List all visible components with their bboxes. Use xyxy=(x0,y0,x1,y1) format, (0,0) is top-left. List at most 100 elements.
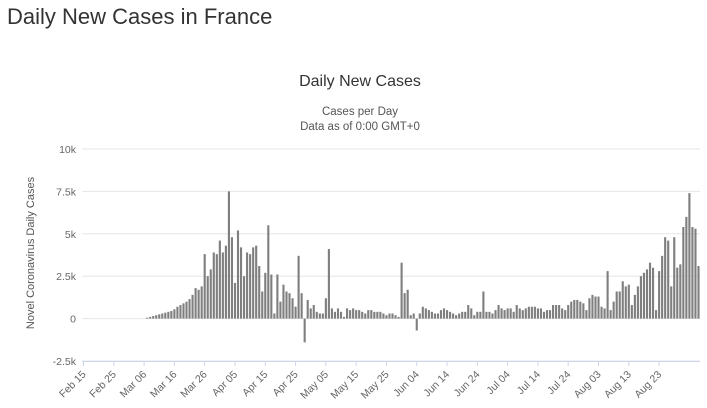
bar xyxy=(621,281,624,319)
page-title: Daily New Cases in France xyxy=(7,4,273,29)
bar xyxy=(294,306,297,319)
bar xyxy=(373,311,376,319)
bar xyxy=(542,311,546,319)
bar xyxy=(170,310,173,319)
bar xyxy=(152,316,155,319)
bar xyxy=(352,308,355,319)
bar xyxy=(633,294,636,319)
x-tick-label: Mar 26 xyxy=(178,369,210,401)
bar xyxy=(406,289,409,319)
bar xyxy=(664,237,667,319)
bar xyxy=(676,267,679,319)
bar xyxy=(227,191,230,319)
y-tick-label: -2.5k xyxy=(53,356,77,368)
bar xyxy=(609,310,612,319)
bar xyxy=(624,286,627,319)
bar xyxy=(297,255,300,319)
bar xyxy=(339,311,343,319)
bar xyxy=(415,318,418,331)
bar xyxy=(358,310,361,319)
bar xyxy=(524,308,527,319)
x-tick-label: Jul 04 xyxy=(484,369,512,397)
bar xyxy=(324,298,327,319)
bar xyxy=(548,310,552,319)
bar xyxy=(291,298,294,319)
y-tick-label: 5k xyxy=(65,229,77,241)
bar xyxy=(533,306,536,319)
bar xyxy=(452,313,455,319)
bar xyxy=(285,291,288,319)
x-tick-label: Jun 14 xyxy=(421,369,452,400)
chart-subtitle-line-2: Data as of 0:00 GMT+0 xyxy=(300,121,420,133)
bar xyxy=(639,276,642,319)
chart-subtitle-line-1: Cases per Day xyxy=(322,106,398,118)
bar xyxy=(627,284,630,319)
x-tick-label: Mar 16 xyxy=(148,369,180,401)
bar xyxy=(146,317,149,319)
y-tick-label: 7.5k xyxy=(56,186,77,198)
bar xyxy=(433,313,436,319)
bar xyxy=(400,262,403,319)
bar xyxy=(688,193,691,319)
bar xyxy=(161,313,164,319)
bar xyxy=(648,262,652,319)
bar xyxy=(491,313,494,319)
bar xyxy=(212,252,215,319)
bar xyxy=(606,271,609,319)
bar xyxy=(570,301,573,319)
bar xyxy=(439,310,443,319)
bar xyxy=(494,310,497,319)
bar xyxy=(661,255,664,319)
bar xyxy=(449,311,452,319)
bar xyxy=(673,237,676,319)
bar xyxy=(518,308,521,319)
bar xyxy=(464,311,467,319)
bar xyxy=(597,296,600,319)
y-tick-label: 0 xyxy=(70,314,76,326)
x-tick-label: Feb 25 xyxy=(87,369,119,401)
bar xyxy=(236,230,240,319)
bar xyxy=(470,308,473,319)
bar xyxy=(173,309,176,319)
bar xyxy=(185,301,188,319)
x-tick-label: Jul 24 xyxy=(545,369,573,397)
bar xyxy=(197,289,200,319)
x-tick-label: Jun 24 xyxy=(452,369,483,400)
bar xyxy=(218,240,221,319)
bar xyxy=(488,311,491,319)
x-tick-label: Apr 15 xyxy=(240,369,270,399)
bar xyxy=(497,305,500,319)
bar xyxy=(506,308,509,319)
bar xyxy=(442,308,446,319)
bar-layer xyxy=(146,191,700,343)
bar xyxy=(200,286,203,319)
bar xyxy=(527,306,530,319)
bar xyxy=(221,252,224,319)
bar xyxy=(579,301,582,319)
bar xyxy=(458,313,461,319)
bar xyxy=(330,308,333,319)
bar xyxy=(203,254,206,319)
bar xyxy=(476,311,479,319)
bar xyxy=(515,305,518,319)
bar xyxy=(303,318,306,343)
bar xyxy=(552,305,555,319)
bar xyxy=(258,266,261,319)
bar xyxy=(576,299,579,319)
bar xyxy=(412,313,415,319)
bar xyxy=(164,312,167,319)
bar xyxy=(230,237,234,319)
bar xyxy=(512,311,515,319)
bar xyxy=(530,306,533,319)
bar xyxy=(467,305,470,319)
bar xyxy=(636,286,639,319)
bar xyxy=(421,306,424,319)
bar xyxy=(558,305,561,319)
bar xyxy=(424,308,427,319)
bar xyxy=(327,249,330,319)
bar xyxy=(403,293,406,319)
bar xyxy=(315,311,318,319)
y-axis-title: Novel Coronavirus Daily Cases xyxy=(25,176,37,329)
bar xyxy=(333,311,337,319)
